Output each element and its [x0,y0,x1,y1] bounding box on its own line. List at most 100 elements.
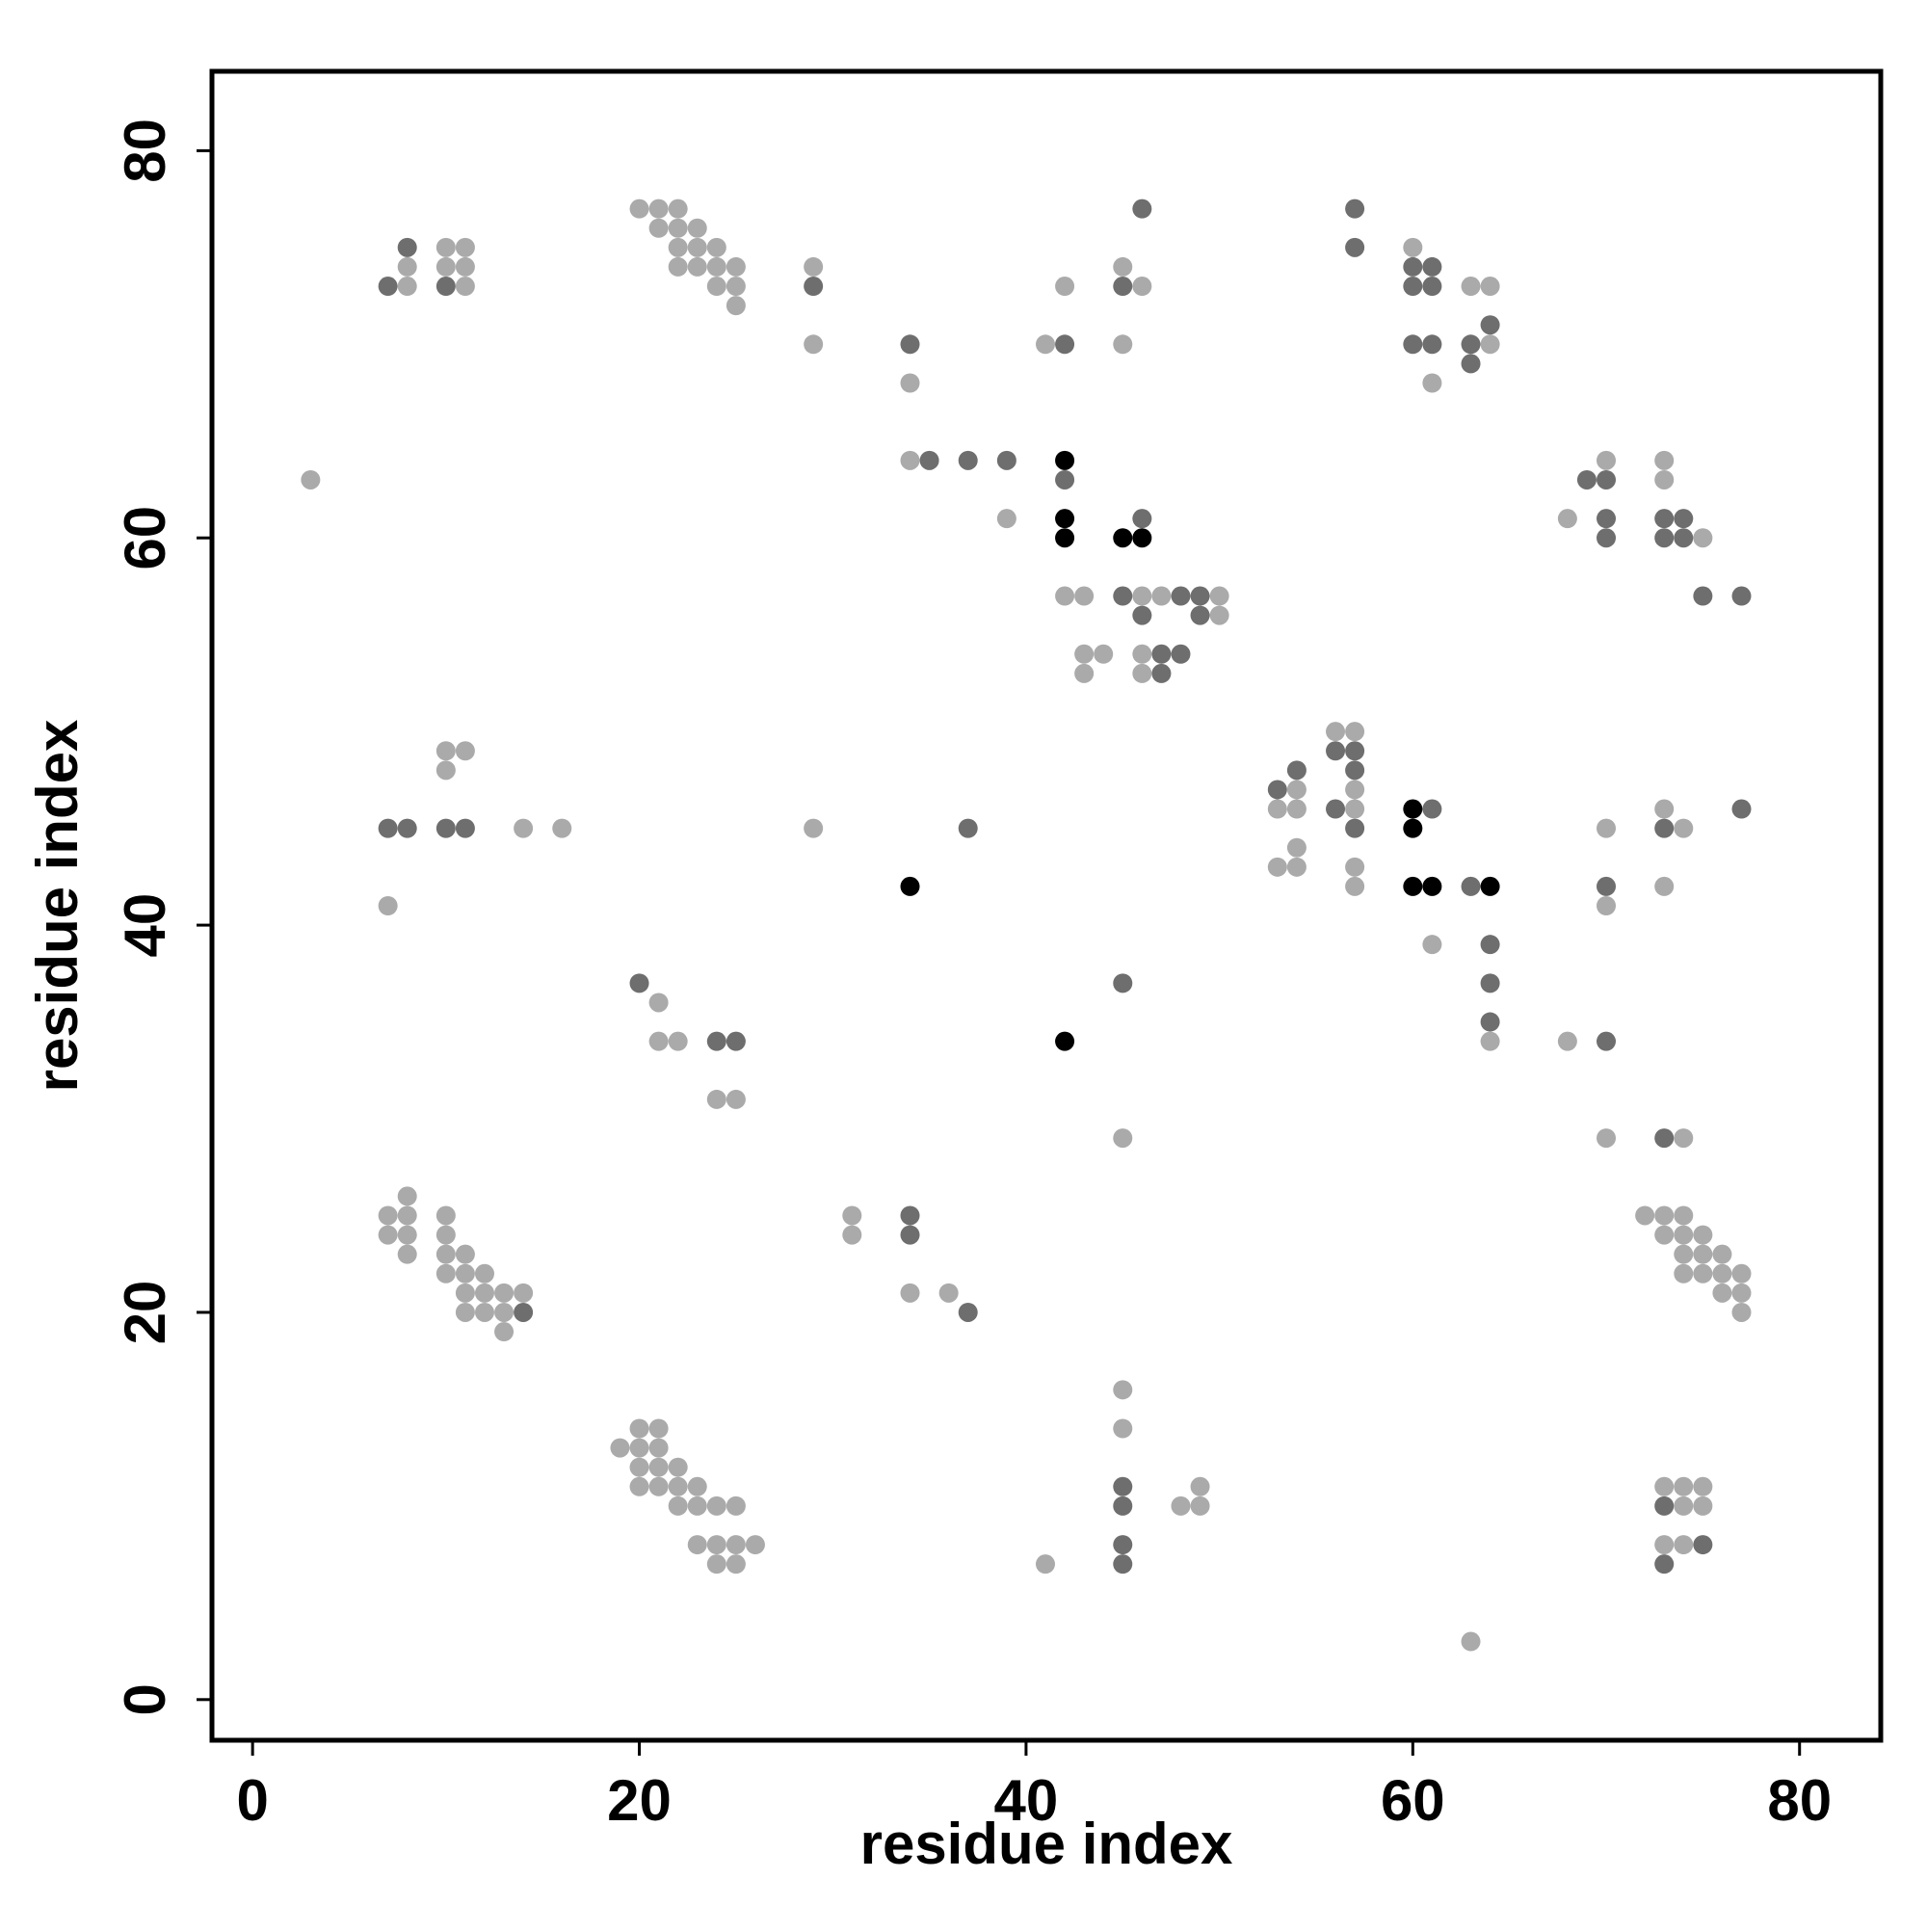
point [1654,1225,1675,1245]
point [687,1495,707,1516]
point [1422,334,1442,355]
point [455,818,475,838]
point [745,1535,765,1555]
point [1674,1128,1694,1149]
point [1055,509,1075,529]
point [1345,722,1365,742]
y-tick-label: 40 [113,893,177,958]
point [1693,528,1713,548]
point [474,1263,494,1284]
point [668,256,688,277]
point [1480,315,1500,335]
point [1113,256,1133,277]
point [629,1438,649,1458]
point [1557,509,1577,529]
point [1461,1631,1481,1652]
point [629,1457,649,1477]
point [1055,469,1075,490]
point [1422,876,1442,896]
point [668,198,688,219]
point [842,1205,862,1226]
point [1422,935,1442,955]
point [455,1263,475,1284]
point [1693,586,1713,606]
point [804,277,824,297]
y-tick-label: 20 [113,1281,177,1345]
point [1132,586,1152,606]
point [1190,1476,1210,1496]
point [1074,644,1095,664]
point [1674,1263,1694,1284]
point [474,1283,494,1303]
point [1113,1476,1133,1496]
point [1461,334,1481,355]
point [726,1535,746,1555]
point [996,509,1016,529]
point [1597,818,1617,838]
point [436,818,456,838]
point [1267,780,1287,800]
point [1654,528,1675,548]
point [1731,1302,1752,1322]
point [648,1031,669,1051]
point [1731,586,1752,606]
point [1132,644,1152,664]
point [1693,1495,1713,1516]
point [687,1476,707,1496]
point [842,1225,862,1245]
point [648,198,669,219]
y-tick-label: 60 [113,506,177,570]
point [1132,663,1152,683]
point [1074,586,1095,606]
point [436,1263,456,1284]
point [1674,1535,1694,1555]
point [1345,818,1365,838]
point [1267,799,1287,819]
point [1403,876,1423,896]
point [668,1457,688,1477]
point [1113,586,1133,606]
point [514,1283,534,1303]
point [900,876,920,896]
point [397,1205,417,1226]
point [726,1495,746,1516]
point [1597,450,1617,470]
point [1597,469,1617,490]
point [1654,1554,1675,1575]
point [397,818,417,838]
point [1480,935,1500,955]
point [706,256,726,277]
point [1209,605,1229,625]
point [1286,799,1307,819]
point [1654,876,1675,896]
point [668,1476,688,1496]
point [1151,663,1172,683]
point [629,1476,649,1496]
point [1654,1476,1675,1496]
point [1693,1535,1713,1555]
point [1326,741,1346,761]
point [1674,528,1694,548]
point [1597,876,1617,896]
point [455,741,475,761]
point [726,256,746,277]
point [1693,1476,1713,1496]
point [1674,1244,1694,1264]
point [900,373,920,393]
point [1654,799,1675,819]
point [378,1225,398,1245]
point [494,1322,515,1342]
point [514,1302,534,1322]
point [687,1535,707,1555]
point [436,1225,456,1245]
point [1693,1263,1713,1284]
y-tick-label: 0 [113,1683,177,1715]
x-tick-label: 0 [236,1768,268,1833]
point [1461,876,1481,896]
point [1113,1554,1133,1575]
point [1190,605,1210,625]
point [996,450,1016,470]
point [455,237,475,257]
point [1113,528,1133,548]
